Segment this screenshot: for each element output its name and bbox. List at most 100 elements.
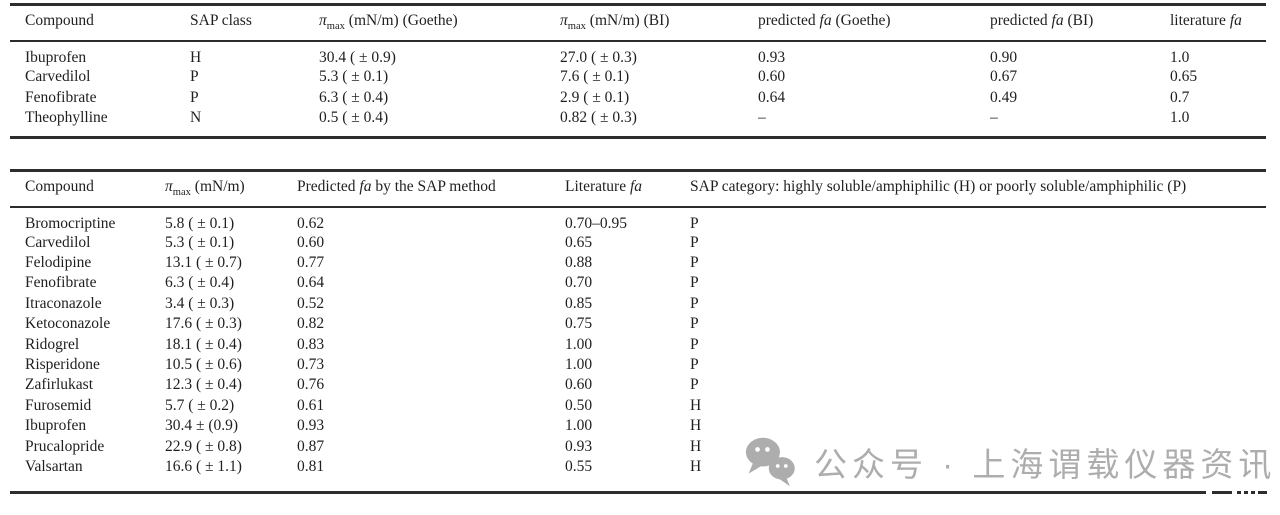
table-row: Felodipine 13.1 ( ± 0.7) 0.77 0.88 P (10, 253, 1266, 273)
table-2: Compound πmax (mN/m) Predicted fa by the S… (10, 169, 1266, 477)
cell: 16.6 ( ± 1.1) (165, 457, 242, 475)
cell: 0.93 (565, 437, 593, 455)
rule-dot (1237, 491, 1241, 494)
table-row: Valsartan 16.6 ( ± 1.1) 0.81 0.55 H (10, 457, 1266, 477)
cell: Carvedilol (25, 233, 91, 251)
rule-dash (1258, 491, 1267, 494)
cell: P (690, 294, 699, 312)
cell: 0.7 (1170, 89, 1190, 106)
cell: P (690, 376, 699, 394)
cell: 0.75 (565, 315, 593, 333)
cell: 0.88 (565, 254, 593, 272)
cell: 10.5 ( ± 0.6) (165, 356, 242, 374)
cell: 12.3 ( ± 0.4) (165, 376, 242, 394)
cell: Theophylline (10, 108, 190, 139)
cell: Bromocriptine (25, 214, 116, 232)
cell: Ridogrel (25, 335, 80, 353)
table-row: Ibuprofen H 30.4 ( ± 0.9) 27.0 ( ± 0.3) 0.93… (10, 41, 1266, 67)
table-row: Bromocriptine 5.8 ( ± 0.1) 0.62 0.70–0.95 P (10, 207, 1266, 233)
cell: H (690, 437, 702, 455)
cell: Ibuprofen (25, 48, 87, 66)
cell: 0.82 (297, 315, 325, 333)
column-header: πmax (mN/m) (Goethe) (319, 4, 560, 42)
column-header: predicted fa (Goethe) (758, 4, 990, 42)
table-1-head: Compound SAP class πmax (mN/m) (Goethe) πma… (10, 4, 1266, 42)
cell: 1.0 (1170, 48, 1190, 66)
cell: 0.49 (990, 89, 1018, 106)
cell: 0.83 (297, 335, 325, 353)
cell: H (190, 48, 202, 66)
table-row: Carvedilol P 5.3 ( ± 0.1) 7.6 ( ± 0.1) 0.60 0… (10, 67, 1266, 88)
column-header: SAP class (190, 4, 319, 42)
cell: 30.4 ( ± 0.9) (319, 48, 396, 66)
cell: 0.70–0.95 (565, 214, 627, 232)
cell: 0.90 (990, 48, 1018, 66)
cell: Carvedilol (25, 68, 91, 85)
cell: 0.50 (565, 396, 593, 414)
cell: 17.6 ( ± 0.3) (165, 315, 242, 333)
cell: Prucalopride (25, 437, 105, 455)
table-2-bottom-rule (10, 491, 1206, 494)
table-row: Risperidone 10.5 ( ± 0.6) 0.73 1.00 P (10, 355, 1266, 375)
cell: 0.62 (297, 214, 325, 232)
column-header: Compound (10, 4, 190, 42)
table-row: Theophylline N 0.5 ( ± 0.4) 0.82 ( ± 0.3) – –… (10, 108, 1266, 139)
column-header: literature fa (1170, 4, 1266, 42)
cell: 5.3 ( ± 0.1) (165, 233, 235, 251)
cell: 0.64 (758, 89, 786, 106)
column-header: SAP category: highly soluble/amphiphilic… (690, 170, 1266, 208)
cell: 1.00 (565, 356, 593, 374)
cell: 0.64 (297, 274, 325, 292)
table-row: Prucalopride 22.9 ( ± 0.8) 0.87 0.93 H (10, 436, 1266, 456)
table-2-head: Compound πmax (mN/m) Predicted fa by the S… (10, 170, 1266, 208)
table-2-header-row: Compound πmax (mN/m) Predicted fa by the S… (10, 170, 1266, 208)
cell: Fenofibrate (25, 89, 97, 106)
cell: Ketoconazole (25, 315, 111, 333)
cell: 0.82 ( ± 0.3) (560, 108, 758, 139)
cell: H (690, 457, 702, 475)
cell: – (758, 108, 990, 139)
cell: 0.61 (297, 396, 325, 414)
cell: P (690, 254, 699, 272)
table-row: Furosemid 5.7 ( ± 0.2) 0.61 0.50 H (10, 396, 1266, 416)
cell: P (690, 233, 699, 251)
cell: 5.7 ( ± 0.2) (165, 396, 235, 414)
cell: Risperidone (25, 356, 100, 374)
cell: 5.3 ( ± 0.1) (319, 68, 389, 85)
table-row: Itraconazole 3.4 ( ± 0.3) 0.52 0.85 P (10, 294, 1266, 314)
cell: Ibuprofen (25, 417, 87, 435)
cell: 0.65 (1170, 68, 1198, 85)
cell: Fenofibrate (25, 274, 97, 292)
table-1-body: Ibuprofen H 30.4 ( ± 0.9) 27.0 ( ± 0.3) 0.93… (10, 41, 1266, 139)
column-header: Compound (10, 170, 165, 208)
rule-dash (1212, 491, 1232, 494)
cell: 0.67 (990, 68, 1018, 85)
cell: 1.0 (1170, 108, 1266, 139)
table-row: Ridogrel 18.1 ( ± 0.4) 0.83 1.00 P (10, 334, 1266, 354)
cell: 7.6 ( ± 0.1) (560, 68, 630, 85)
cell: 0.70 (565, 274, 593, 292)
column-header: predicted fa (BI) (990, 4, 1170, 42)
cell: 1.00 (565, 417, 593, 435)
table-1-header-row: Compound SAP class πmax (mN/m) (Goethe) πma… (10, 4, 1266, 42)
cell: 3.4 ( ± 0.3) (165, 294, 235, 312)
column-header: Predicted fa by the SAP method (297, 170, 565, 208)
cell: N (190, 108, 319, 139)
cell: 0.52 (297, 294, 325, 312)
cell: 0.73 (297, 356, 325, 374)
table-1: Compound SAP class πmax (mN/m) (Goethe) πma… (10, 3, 1266, 139)
table-2-body: Bromocriptine 5.8 ( ± 0.1) 0.62 0.70–0.95 P C… (10, 207, 1266, 478)
cell: 30.4 ± (0.9) (165, 417, 239, 435)
cell: 18.1 ( ± 0.4) (165, 335, 242, 353)
column-header: Literature fa (565, 170, 690, 208)
table-row: Fenofibrate P 6.3 ( ± 0.4) 2.9 ( ± 0.1) 0.64… (10, 88, 1266, 109)
cell: 0.81 (297, 457, 325, 475)
cell: 0.60 (565, 376, 593, 394)
table-row: Zafirlukast 12.3 ( ± 0.4) 0.76 0.60 P (10, 375, 1266, 395)
cell: P (690, 315, 699, 333)
cell: 0.85 (565, 294, 593, 312)
cell: 0.93 (758, 48, 786, 66)
cell: Itraconazole (25, 294, 102, 312)
cell: Zafirlukast (25, 376, 94, 394)
cell: P (190, 68, 199, 85)
